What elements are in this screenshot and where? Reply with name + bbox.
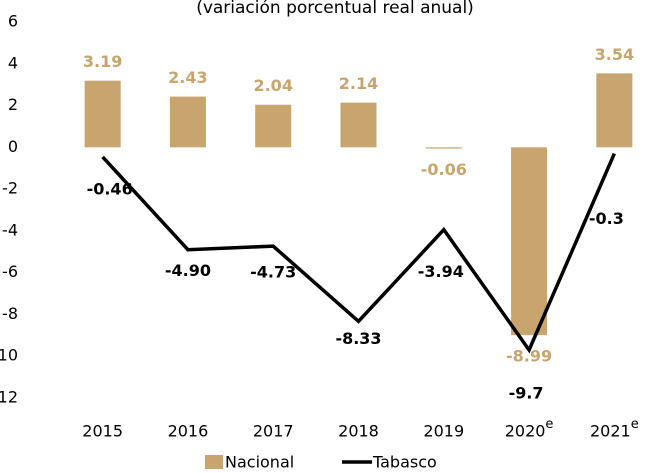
bar [255,104,292,148]
bar [169,96,206,148]
bar [425,147,462,149]
y-tick-label: 2 [8,95,18,114]
x-tick-label: 2017 [253,422,294,441]
bar-value-label: 3.54 [595,45,634,64]
line-value-label: -4.90 [165,261,211,280]
y-tick-label: -2 [2,179,18,198]
category-note: e [631,417,639,432]
legend-label: Tabasco [372,453,437,472]
bar-value-label: 3.19 [83,52,122,71]
y-tick-label: -10 [0,346,18,365]
y-tick-label: -8 [2,304,18,323]
bar-value-label: -8.99 [506,347,552,366]
line-value-label: -9.7 [509,383,544,402]
line-value-label: -0.46 [87,179,133,198]
x-tick-label: 2015 [82,422,123,441]
bar [340,102,377,148]
y-tick-label: 6 [8,12,18,31]
bar [596,73,633,148]
bar [511,147,548,336]
line [101,152,616,354]
x-tick-label: 2020e [505,417,554,441]
bar-value-label: -0.06 [421,160,467,179]
chart-subtitle: (variación porcentual real anual) [196,0,474,18]
x-tick-label: 2021e [590,417,639,441]
y-tick-label: 4 [8,53,18,72]
y-tick-label: 0 [8,137,18,156]
y-tick-label: -6 [2,262,18,281]
legend-swatch [205,455,223,469]
category-note: e [545,417,553,432]
line-value-label: -4.73 [250,263,296,282]
legend-label: Nacional [225,453,294,472]
x-tick-label: 2019 [423,422,464,441]
bar [84,80,121,148]
line-value-label: -3.94 [418,262,464,281]
y-tick-label: -4 [2,220,18,239]
bar-value-label: 2.43 [168,68,207,87]
x-tick-label: 2016 [168,422,209,441]
line-value-label: -0.3 [589,209,624,228]
bar-value-label: 2.14 [339,74,378,93]
y-tick-label: -12 [0,388,18,407]
bar-value-label: 2.04 [253,76,292,95]
line-value-label: -8.33 [335,329,381,348]
x-tick-label: 2018 [338,422,379,441]
